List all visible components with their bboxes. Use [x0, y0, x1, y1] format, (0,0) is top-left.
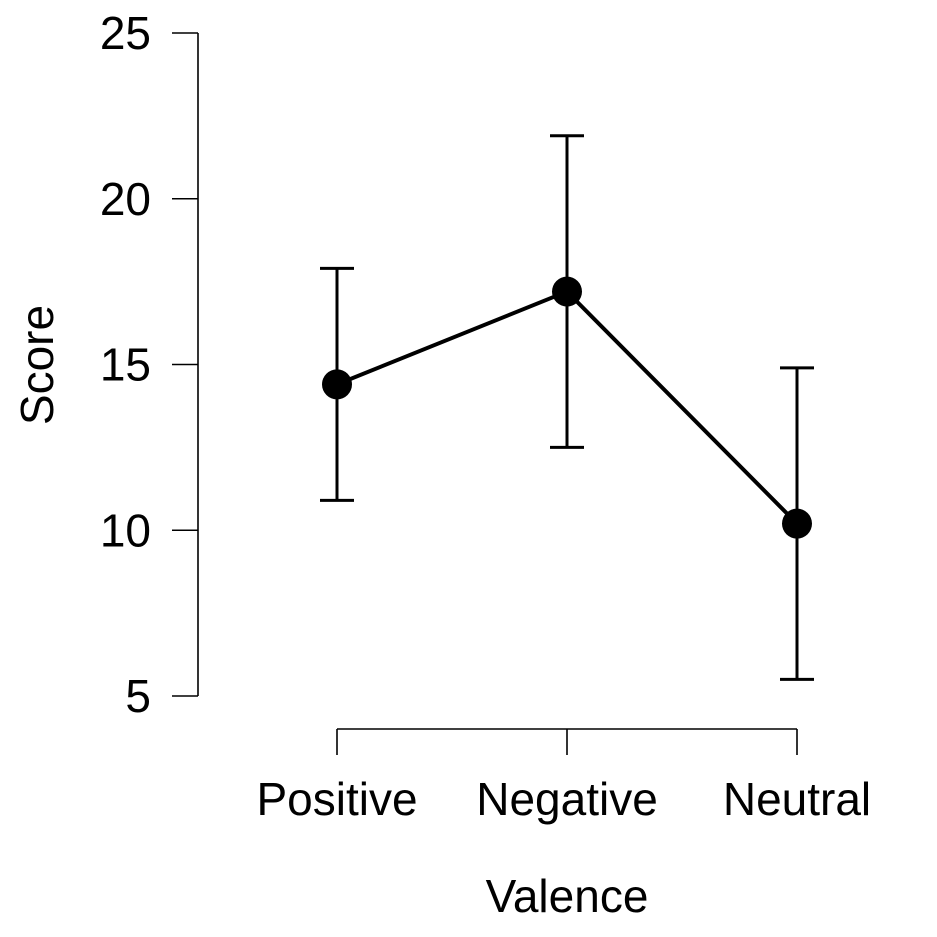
y-axis-title: Score	[11, 305, 63, 425]
data-point	[552, 276, 582, 307]
y-tick-label: 15	[100, 339, 151, 391]
y-tick-label: 20	[100, 173, 151, 225]
y-tick-label: 25	[100, 7, 151, 59]
series	[320, 134, 814, 681]
y-axis: 5 10 15 20 25	[100, 7, 199, 722]
y-tick-label: 5	[125, 670, 151, 722]
x-tick-label: Positive	[256, 773, 417, 825]
x-tick-label: Negative	[476, 773, 658, 825]
data-point	[322, 369, 352, 400]
data-point	[782, 508, 812, 539]
x-axis: Positive Negative Neutral	[256, 728, 871, 825]
y-tick-label: 10	[100, 504, 151, 556]
x-tick-label: Neutral	[723, 773, 871, 825]
x-axis-title: Valence	[486, 870, 649, 922]
